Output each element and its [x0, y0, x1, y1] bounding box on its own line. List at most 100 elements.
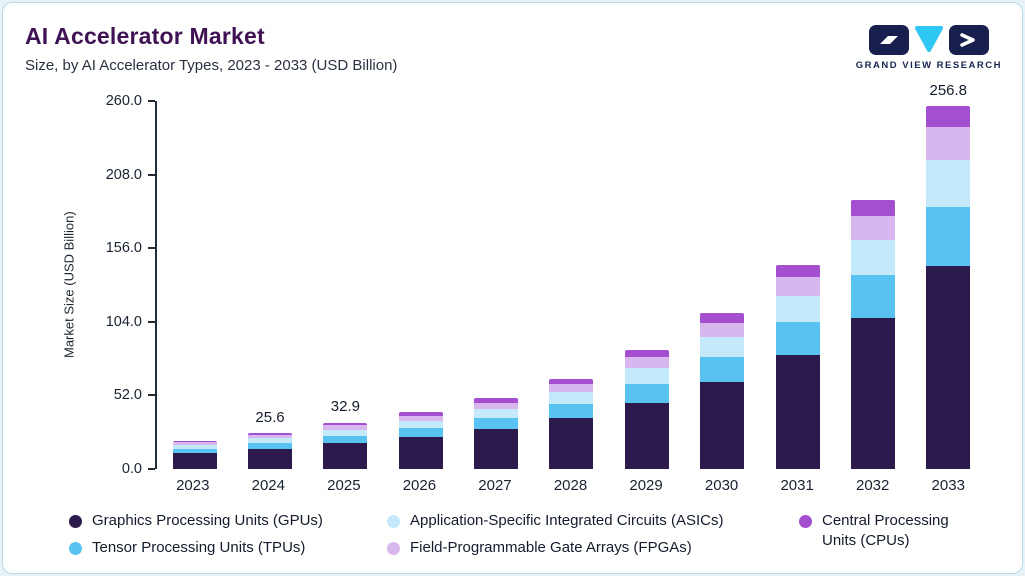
bar-segment	[700, 322, 745, 337]
bar-2028	[534, 101, 609, 469]
bar-value-label: 256.8	[929, 81, 968, 99]
legend-swatch	[387, 514, 400, 528]
x-tick-label: 2031	[780, 477, 814, 494]
title-block: AI Accelerator Market Size, by AI Accele…	[25, 23, 397, 74]
bar-segment	[549, 403, 594, 419]
bar-2023	[157, 101, 232, 469]
bar-segment	[624, 402, 669, 469]
stacked-bar	[850, 200, 895, 469]
bar-segment	[474, 429, 519, 469]
grand-view-research-logo: GRAND VIEW RESEARCH	[856, 25, 1002, 71]
bar-segment	[926, 105, 971, 128]
header: AI Accelerator Market Size, by AI Accele…	[25, 23, 1002, 74]
bar-2027	[458, 101, 533, 469]
logo-triangle-icon	[914, 26, 943, 52]
legend-swatch	[387, 541, 400, 555]
bar-segment	[775, 354, 820, 469]
legend-column: Application-Specific Integrated Circuits…	[387, 511, 799, 558]
bar-segment	[248, 432, 293, 436]
bar-2025: 32.9	[308, 101, 383, 469]
y-tick-label: 156.0	[105, 240, 142, 257]
legend-item: Application-Specific Integrated Circuits…	[387, 511, 799, 531]
legend-column: Central Processing Units (CPUs)	[799, 511, 974, 558]
stacked-bar	[172, 440, 217, 469]
y-tick-label: 52.0	[113, 387, 142, 404]
chart-legend: Graphics Processing Units (GPUs) Tensor P…	[69, 511, 974, 558]
bar-segment	[850, 275, 895, 319]
stacked-bar	[624, 350, 669, 469]
legend-item: Field-Programmable Gate Arrays (FPGAs)	[387, 538, 799, 558]
bar-segment	[926, 127, 971, 161]
bar-segment	[323, 443, 368, 469]
legend-label: Field-Programmable Gate Arrays (FPGAs)	[410, 539, 692, 556]
bar-segment	[624, 350, 669, 358]
bar-segment	[398, 428, 443, 438]
legend-label: Tensor Processing Units (TPUs)	[92, 539, 306, 556]
legend-label: Central Processing Units (CPUs)	[822, 512, 949, 549]
bar-segment	[926, 265, 971, 469]
page-title: AI Accelerator Market	[25, 23, 265, 49]
y-tick-mark	[148, 320, 155, 323]
logo-marks	[868, 25, 989, 55]
bar-segment	[549, 418, 594, 469]
bar-segment	[549, 378, 594, 385]
x-tick-label: 2023	[176, 477, 210, 494]
bar-segment	[624, 357, 669, 369]
bar-segment	[172, 448, 217, 454]
bar-2026	[383, 101, 458, 469]
bar-segment	[700, 381, 745, 469]
x-tick-label: 2029	[629, 477, 663, 494]
plot-area: 25.6 32.9 256.8	[155, 82, 986, 469]
stacked-bar	[775, 265, 820, 469]
y-tick-mark	[148, 173, 155, 176]
bar-segment	[323, 435, 368, 444]
bar-2033: 256.8	[911, 82, 986, 469]
bar-segment	[624, 383, 669, 403]
bar-segment	[474, 398, 519, 403]
page-subtitle: Size, by AI Accelerator Types, 2023 - 20…	[25, 57, 398, 74]
y-axis: 0.0 52.0 104.0 156.0 208.0 260.0	[3, 93, 155, 477]
legend-swatch	[69, 541, 82, 555]
x-tick-label: 2030	[704, 477, 739, 494]
bar-segment	[474, 418, 519, 430]
x-tick-label: 2028	[553, 477, 588, 494]
bar-segment	[172, 453, 217, 469]
bar-2029	[609, 101, 684, 469]
legend-label: Graphics Processing Units (GPUs)	[92, 512, 323, 529]
bar-segment	[398, 420, 443, 429]
stacked-bar	[398, 412, 443, 469]
bar-2031	[760, 101, 835, 469]
logo-v-mark-icon	[948, 25, 989, 55]
bar-segment	[850, 200, 895, 217]
bar-2030	[685, 101, 760, 469]
bar-segment	[850, 318, 895, 469]
bar-segment	[248, 443, 293, 449]
x-tick-label: 2032	[856, 477, 890, 494]
stacked-bar	[549, 378, 594, 469]
legend-column: Graphics Processing Units (GPUs) Tensor P…	[69, 511, 387, 558]
bar-segment	[323, 425, 368, 430]
bar-segment	[700, 336, 745, 357]
bar-segment	[248, 448, 293, 469]
bar-segment	[549, 384, 594, 393]
y-tick-mark	[148, 100, 155, 102]
legend-item: Central Processing Units (CPUs)	[799, 511, 974, 551]
bar-segment	[172, 444, 217, 449]
x-tick-label: 2025	[327, 477, 361, 494]
bar-segment	[248, 438, 293, 444]
y-tick-mark	[148, 468, 155, 470]
legend-swatch	[69, 514, 82, 528]
bar-segment	[398, 437, 443, 469]
logo-text: GRAND VIEW RESEARCH	[855, 60, 1002, 71]
bar-segment	[549, 392, 594, 404]
bar-segment	[248, 435, 293, 439]
y-tick-label: 104.0	[105, 313, 142, 330]
bar-segment	[775, 277, 820, 296]
y-tick-mark	[148, 394, 155, 397]
bar-segment	[624, 368, 669, 384]
x-axis: 2023 2024 2025 2026 2027 2028 2029 2030 2031 2032…	[155, 477, 986, 494]
bar-2024: 25.6	[232, 101, 307, 469]
bar-segment	[474, 402, 519, 409]
stacked-bar-chart: Market Size (USD Billion) 0.0 52.0 104.0 15…	[3, 82, 1022, 477]
bar-segment	[850, 240, 895, 276]
